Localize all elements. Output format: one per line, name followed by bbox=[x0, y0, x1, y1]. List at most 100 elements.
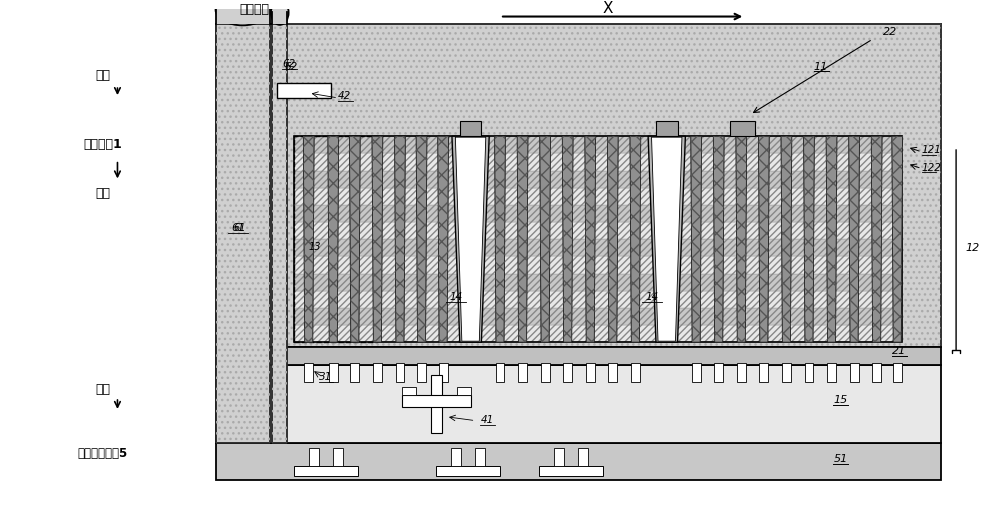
Bar bbox=[350, 363, 359, 383]
Polygon shape bbox=[372, 137, 383, 342]
Bar bbox=[578, 448, 588, 466]
Text: 13: 13 bbox=[309, 242, 321, 252]
Polygon shape bbox=[781, 137, 792, 342]
Bar bbox=[827, 363, 836, 383]
Polygon shape bbox=[517, 137, 528, 342]
Polygon shape bbox=[349, 137, 360, 342]
Bar bbox=[782, 363, 791, 383]
Text: 62: 62 bbox=[284, 62, 297, 71]
Text: 14: 14 bbox=[449, 291, 462, 301]
Bar bbox=[541, 363, 550, 383]
Polygon shape bbox=[736, 137, 747, 342]
Text: 62: 62 bbox=[282, 59, 296, 69]
Bar bbox=[554, 448, 564, 466]
Polygon shape bbox=[495, 137, 505, 342]
Ellipse shape bbox=[271, 2, 289, 26]
Bar bbox=[216, 25, 270, 443]
Polygon shape bbox=[303, 137, 314, 342]
Bar bbox=[436, 466, 500, 476]
Bar bbox=[294, 325, 902, 342]
Bar bbox=[563, 363, 572, 383]
Bar bbox=[737, 363, 746, 383]
Bar bbox=[396, 363, 404, 383]
Bar bbox=[294, 223, 902, 240]
Bar bbox=[294, 308, 902, 325]
Bar bbox=[294, 291, 902, 308]
Bar bbox=[714, 363, 723, 383]
Polygon shape bbox=[455, 138, 486, 341]
Polygon shape bbox=[804, 137, 814, 342]
Polygon shape bbox=[540, 137, 551, 342]
Bar bbox=[294, 466, 358, 476]
Polygon shape bbox=[452, 137, 489, 342]
Polygon shape bbox=[585, 137, 596, 342]
Polygon shape bbox=[416, 137, 427, 342]
Bar bbox=[402, 387, 416, 395]
Polygon shape bbox=[652, 138, 682, 341]
Text: 51: 51 bbox=[833, 453, 848, 463]
Bar bbox=[496, 363, 504, 383]
Polygon shape bbox=[849, 137, 859, 342]
Bar bbox=[460, 122, 481, 137]
Text: 31: 31 bbox=[319, 372, 332, 382]
Bar bbox=[439, 363, 448, 383]
Bar bbox=[586, 363, 595, 383]
Bar bbox=[475, 448, 485, 466]
Polygon shape bbox=[892, 137, 903, 342]
Polygon shape bbox=[395, 137, 405, 342]
Text: 背面: 背面 bbox=[95, 69, 110, 82]
Text: 正面: 正面 bbox=[95, 187, 110, 199]
Bar bbox=[692, 363, 701, 383]
Polygon shape bbox=[826, 137, 837, 342]
Text: 121: 121 bbox=[922, 144, 942, 155]
Bar bbox=[216, 443, 941, 481]
Bar bbox=[294, 240, 902, 257]
Bar bbox=[294, 188, 902, 206]
Bar bbox=[402, 395, 471, 407]
Bar bbox=[417, 363, 426, 383]
Bar bbox=[457, 387, 471, 395]
Bar bbox=[656, 122, 678, 137]
Bar bbox=[216, 365, 941, 443]
Text: 15: 15 bbox=[833, 394, 848, 404]
Bar bbox=[294, 206, 902, 223]
Bar bbox=[805, 363, 813, 383]
Polygon shape bbox=[691, 137, 702, 342]
Bar bbox=[304, 363, 313, 383]
Text: 122: 122 bbox=[922, 162, 942, 172]
Polygon shape bbox=[607, 137, 618, 342]
Bar bbox=[294, 137, 902, 342]
Bar bbox=[272, 13, 287, 25]
Polygon shape bbox=[630, 137, 641, 342]
Polygon shape bbox=[562, 137, 573, 342]
Bar bbox=[631, 363, 640, 383]
Bar bbox=[294, 154, 902, 171]
Bar bbox=[872, 363, 881, 383]
Text: 61: 61 bbox=[234, 223, 246, 233]
Text: 逻辑控制单元5: 逻辑控制单元5 bbox=[78, 446, 128, 459]
Bar bbox=[329, 363, 338, 383]
Polygon shape bbox=[871, 137, 882, 342]
Polygon shape bbox=[648, 137, 685, 342]
Text: X: X bbox=[603, 1, 613, 16]
Bar bbox=[730, 122, 755, 137]
Bar bbox=[272, 25, 287, 443]
Text: 61: 61 bbox=[231, 223, 245, 233]
Bar bbox=[451, 448, 461, 466]
Bar bbox=[608, 363, 617, 383]
Text: 21: 21 bbox=[892, 345, 907, 355]
Bar bbox=[294, 137, 377, 342]
Text: 22: 22 bbox=[883, 27, 897, 37]
Bar bbox=[294, 257, 902, 274]
Polygon shape bbox=[713, 137, 724, 342]
Bar bbox=[518, 363, 527, 383]
Polygon shape bbox=[758, 137, 769, 342]
Ellipse shape bbox=[216, 0, 270, 26]
Bar bbox=[373, 363, 382, 383]
Bar bbox=[216, 25, 941, 347]
Bar bbox=[850, 363, 859, 383]
Polygon shape bbox=[328, 137, 339, 342]
Bar bbox=[759, 363, 768, 383]
Text: 12: 12 bbox=[966, 242, 980, 252]
Bar bbox=[216, 25, 941, 347]
